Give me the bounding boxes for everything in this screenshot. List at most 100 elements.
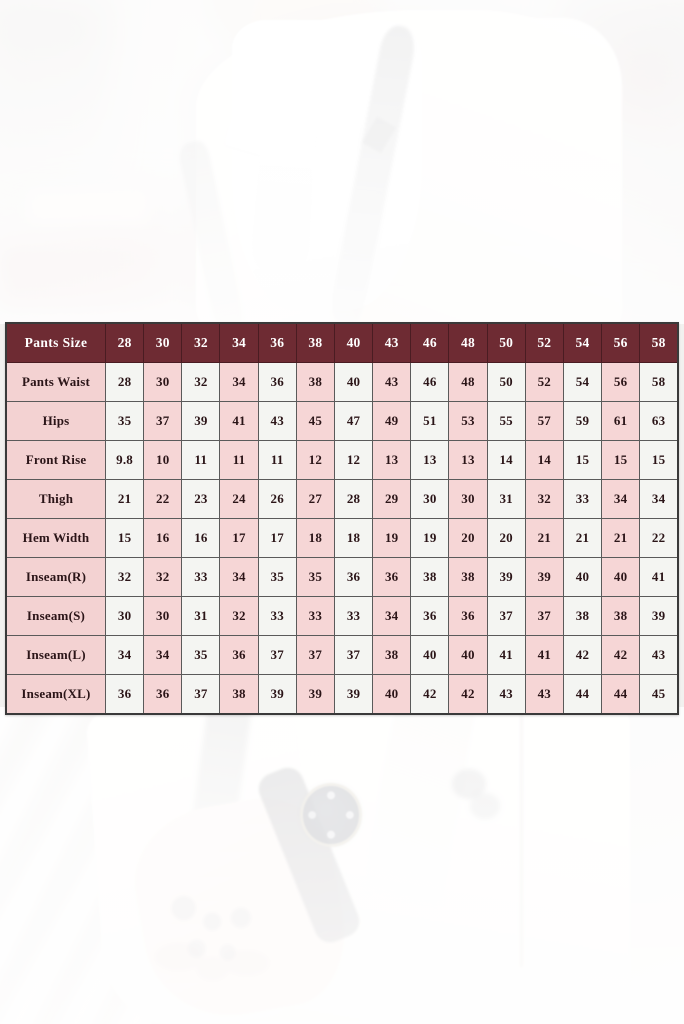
header-row: Pants Size 28 30 32 34 36 38 40 43 46 48 50 52 54 56 58 [5,322,679,363]
table-cell: 43 [372,362,412,402]
header-cell-size-56: 56 [601,322,641,363]
table-cell: 31 [181,596,221,636]
table-cell: 42 [601,635,641,675]
header-cell-size-30: 30 [143,322,183,363]
header-cell-size-58: 58 [639,322,679,363]
table-cell: 21 [601,518,641,558]
table-cell: 49 [372,401,412,441]
table-cell: 39 [333,674,374,715]
table-row: Hips 35 37 39 41 43 45 47 49 51 53 55 57 59 61 63 [5,401,679,441]
table-cell: 37 [333,635,374,675]
table-cell: 27 [295,479,335,519]
table-cell: 19 [410,518,450,558]
table-cell: 51 [410,401,450,441]
table-cell: 38 [219,674,259,715]
table-cell: 50 [486,362,526,402]
table-cell: 15 [104,518,145,558]
table-cell: 36 [372,557,412,597]
table-cell: 40 [601,557,641,597]
table-cell: 31 [486,479,526,519]
table-cell: 24 [219,479,259,519]
table-cell: 9.8 [104,440,145,480]
table-cell: 43 [257,401,297,441]
table-cell: 37 [486,596,526,636]
table-row: Pants Waist 28 30 32 34 36 38 40 43 46 48 50 52 54 56 5… [5,362,679,402]
table-cell: 17 [219,518,259,558]
table-cell: 40 [410,635,450,675]
table-cell: 30 [104,596,145,636]
table-cell: 32 [219,596,259,636]
table-cell: 36 [448,596,488,636]
table-cell: 41 [524,635,564,675]
table-cell: 39 [486,557,526,597]
header-cell-size-38: 38 [295,322,335,363]
table-cell: 11 [257,440,297,480]
header-cell-size-48: 48 [448,322,488,363]
header-cell-size-46: 46 [410,322,450,363]
table-cell: 14 [524,440,564,480]
table-cell: 35 [181,635,221,675]
table-cell: 21 [562,518,603,558]
table-cell: 21 [524,518,564,558]
jacket-button-lower [470,793,500,819]
watch-dial-ticks [308,791,354,839]
table-cell: 35 [104,401,145,441]
table-cell: 46 [410,362,450,402]
table-cell: 59 [562,401,603,441]
table-cell: 33 [562,479,603,519]
table-cell: 36 [143,674,183,715]
table-cell: 36 [333,557,374,597]
table-cell: 32 [143,557,183,597]
table-cell: 34 [219,362,259,402]
table-cell: 34 [219,557,259,597]
table-cell: 32 [181,362,221,402]
table-cell: 28 [333,479,374,519]
table-cell: 33 [333,596,374,636]
table-cell: 48 [448,362,488,402]
table-cell: 45 [295,401,335,441]
table-cell: 43 [639,635,679,675]
table-cell: 39 [639,596,679,636]
row-label-pants-waist: Pants Waist [5,362,106,402]
row-label-hem-width: Hem Width [5,518,106,558]
backdrop-blur-left [0,0,110,200]
table-cell: 17 [257,518,297,558]
table-cell: 26 [257,479,297,519]
table-cell: 40 [562,557,603,597]
table-cell: 58 [639,362,679,402]
table-header: Pants Size 28 30 32 34 36 38 40 43 46 48 50 52 54 56 58 [5,322,679,363]
table-cell: 37 [524,596,564,636]
table-cell: 40 [448,635,488,675]
jacket-seam [520,707,523,967]
table-cell: 37 [143,401,183,441]
table-cell: 36 [104,674,145,715]
header-cell-size-40: 40 [333,322,374,363]
table-cell: 37 [295,635,335,675]
table-cell: 52 [524,362,564,402]
table-cell: 11 [181,440,221,480]
row-label-front-rise: Front Rise [5,440,106,480]
table-cell: 36 [219,635,259,675]
table-cell: 10 [143,440,183,480]
table-cell: 33 [295,596,335,636]
table-cell: 21 [104,479,145,519]
table-cell: 32 [524,479,564,519]
table-cell: 53 [448,401,488,441]
row-label-hips: Hips [5,401,106,441]
table-row: Hem Width 15 16 16 17 17 18 18 19 19 20 20 21 21 21 22 [5,518,679,558]
table-cell: 35 [257,557,297,597]
table-cell: 33 [257,596,297,636]
table-cell: 37 [257,635,297,675]
table-cell: 42 [448,674,488,715]
header-cell-size-34: 34 [219,322,259,363]
table-cell: 22 [143,479,183,519]
table-cell: 45 [639,674,679,715]
table-cell: 12 [333,440,374,480]
table-cell: 38 [372,635,412,675]
table-cell: 36 [257,362,297,402]
table-cell: 42 [410,674,450,715]
table-cell: 29 [372,479,412,519]
table-cell: 39 [257,674,297,715]
background-photo-top [0,0,684,324]
